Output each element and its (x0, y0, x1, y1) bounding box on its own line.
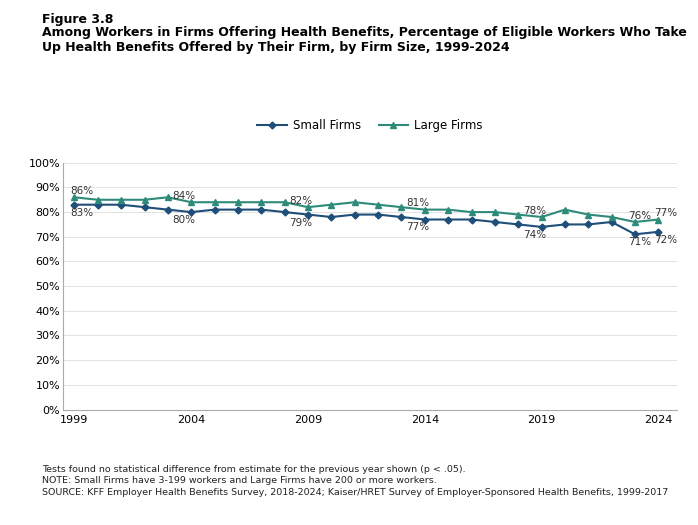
Large Firms (257, 199, 265, 205)
Small Firms (350, 212, 359, 218)
Large Firms (514, 212, 522, 218)
Text: NOTE: Small Firms have 3-199 workers and Large Firms have 200 or more workers.: NOTE: Small Firms have 3-199 workers and… (42, 476, 437, 485)
Small Firms (210, 206, 218, 213)
Large Firms (421, 206, 429, 213)
Large Firms (117, 196, 126, 203)
Large Firms (210, 199, 218, 205)
Small Firms (560, 222, 569, 228)
Large Firms (537, 214, 546, 220)
Small Firms (70, 202, 79, 208)
Small Firms (537, 224, 546, 230)
Text: 78%: 78% (523, 206, 546, 216)
Large Firms (468, 209, 476, 215)
Text: 84%: 84% (172, 191, 195, 201)
Large Firms (631, 219, 639, 225)
Line: Small Firms: Small Firms (72, 202, 661, 237)
Small Firms (140, 204, 149, 211)
Small Firms (187, 209, 195, 215)
Small Firms (374, 212, 383, 218)
Large Firms (397, 204, 406, 211)
Small Firms (421, 216, 429, 223)
Text: Among Workers in Firms Offering Health Benefits, Percentage of Eligible Workers : Among Workers in Firms Offering Health B… (42, 26, 687, 39)
Small Firms (514, 222, 522, 228)
Small Firms (327, 214, 336, 220)
Text: 77%: 77% (654, 208, 677, 218)
Text: 71%: 71% (628, 237, 651, 247)
Large Firms (94, 196, 102, 203)
Text: 79%: 79% (290, 217, 313, 227)
Small Firms (234, 206, 242, 213)
Small Firms (631, 231, 639, 237)
Text: 81%: 81% (406, 198, 429, 208)
Small Firms (584, 222, 593, 228)
Large Firms (654, 216, 662, 223)
Large Firms (234, 199, 242, 205)
Text: 77%: 77% (406, 223, 429, 233)
Small Firms (654, 229, 662, 235)
Text: 86%: 86% (70, 186, 93, 196)
Small Firms (94, 202, 102, 208)
Large Firms (281, 199, 289, 205)
Text: Up Health Benefits Offered by Their Firm, by Firm Size, 1999-2024: Up Health Benefits Offered by Their Firm… (42, 41, 510, 54)
Text: 74%: 74% (523, 230, 546, 240)
Small Firms (607, 219, 616, 225)
Large Firms (374, 202, 383, 208)
Large Firms (164, 194, 172, 201)
Small Firms (468, 216, 476, 223)
Large Firms (444, 206, 452, 213)
Small Firms (164, 206, 172, 213)
Text: Figure 3.8: Figure 3.8 (42, 13, 113, 26)
Large Firms (70, 194, 79, 201)
Text: 76%: 76% (628, 211, 651, 220)
Small Firms (397, 214, 406, 220)
Small Firms (281, 209, 289, 215)
Text: 83%: 83% (70, 208, 93, 218)
Text: SOURCE: KFF Employer Health Benefits Survey, 2018-2024; Kaiser/HRET Survey of Em: SOURCE: KFF Employer Health Benefits Sur… (42, 488, 668, 497)
Small Firms (304, 212, 312, 218)
Small Firms (117, 202, 126, 208)
Text: Tests found no statistical difference from estimate for the previous year shown : Tests found no statistical difference fr… (42, 465, 466, 474)
Large Firms (607, 214, 616, 220)
Text: 80%: 80% (172, 215, 195, 225)
Small Firms (257, 206, 265, 213)
Small Firms (444, 216, 452, 223)
Large Firms (491, 209, 499, 215)
Large Firms (560, 206, 569, 213)
Large Firms (187, 199, 195, 205)
Text: 72%: 72% (654, 235, 677, 245)
Large Firms (584, 212, 593, 218)
Large Firms (350, 199, 359, 205)
Large Firms (327, 202, 336, 208)
Legend: Small Firms, Large Firms: Small Firms, Large Firms (253, 114, 487, 137)
Large Firms (304, 204, 312, 211)
Small Firms (491, 219, 499, 225)
Text: 82%: 82% (290, 196, 313, 206)
Line: Large Firms: Large Firms (72, 195, 661, 225)
Large Firms (140, 196, 149, 203)
